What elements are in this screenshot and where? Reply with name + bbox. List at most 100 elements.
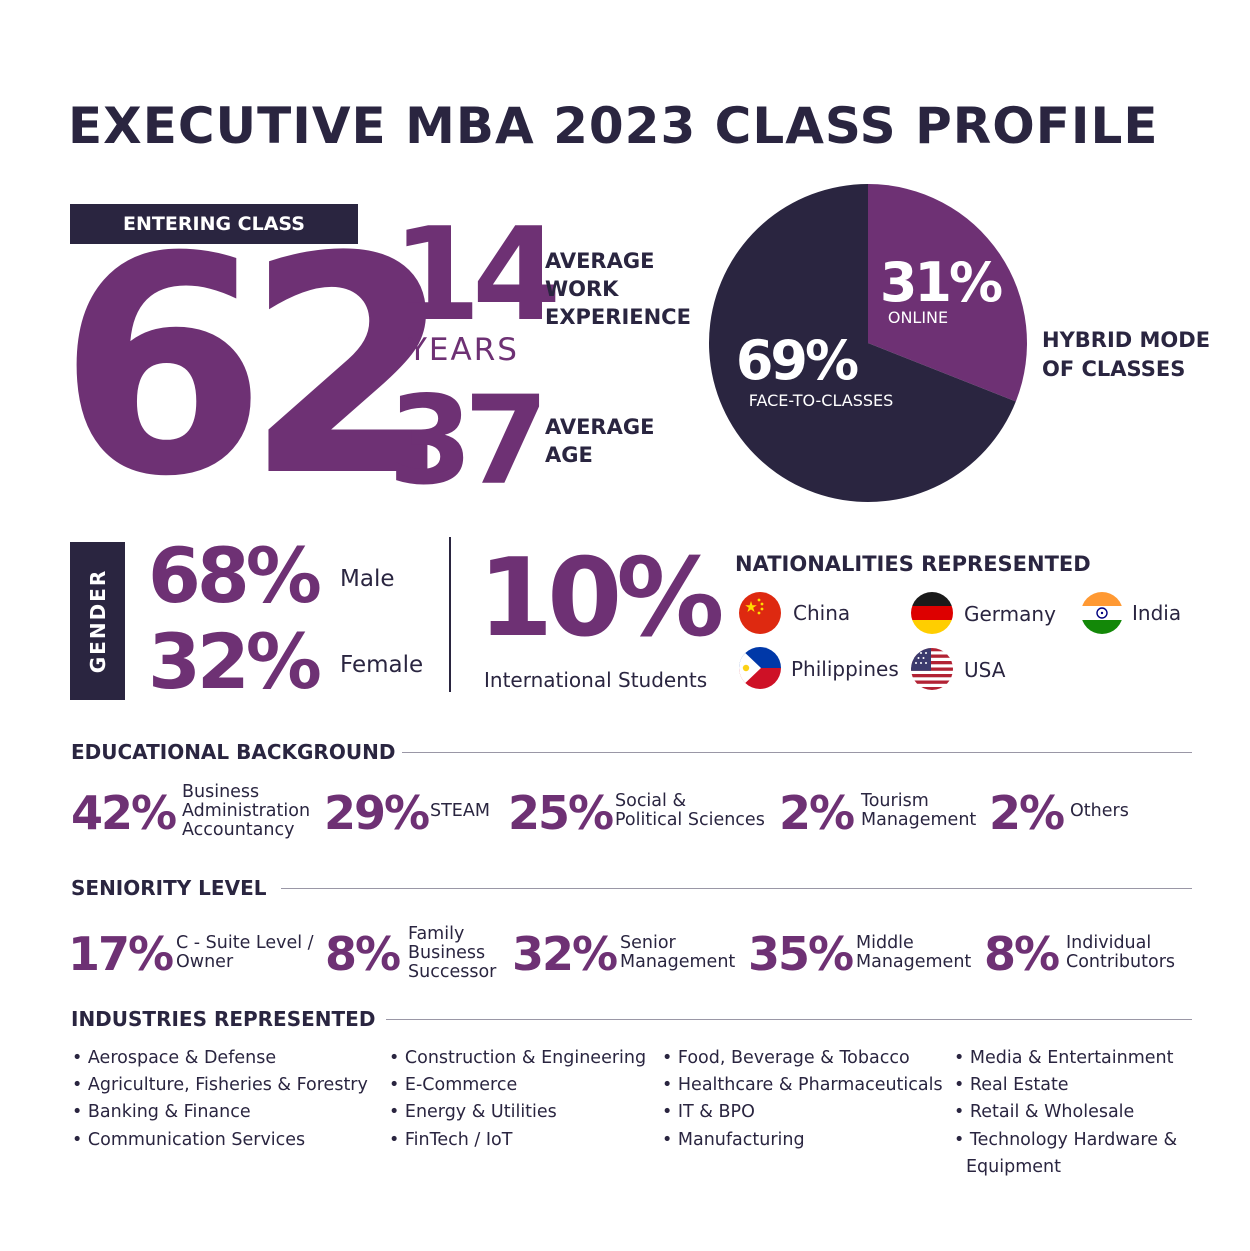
education-divider xyxy=(402,752,1192,753)
seniority-label-line: Management xyxy=(856,952,972,972)
pie-slice-face-to-classes xyxy=(709,184,1016,503)
industry-item: • Real Estate xyxy=(954,1075,1069,1096)
industry-item: • Agriculture, Fisheries & Forestry xyxy=(72,1075,368,1096)
average-age-label: AVERAGE AGE xyxy=(545,413,685,469)
industry-item: • E-Commerce xyxy=(389,1075,518,1096)
pie-pct-label: 31% xyxy=(880,251,1002,314)
usa-flag-icon xyxy=(911,648,953,690)
education-label-line: Administration xyxy=(182,801,311,821)
gender-male-pct: 68% xyxy=(148,531,322,620)
education-pct: 42% xyxy=(71,786,177,840)
seniority-label-line: Contributors xyxy=(1066,952,1176,972)
work-experience-label-line: WORK xyxy=(545,277,619,301)
education-label: Others xyxy=(1070,802,1129,821)
education-pct: 29% xyxy=(324,786,430,840)
hybrid-mode-label: HYBRID MODE OF CLASSES xyxy=(1042,326,1242,384)
gender-bar xyxy=(70,542,125,700)
philippines-flag-icon xyxy=(739,647,781,689)
average-age-label-line: AVERAGE xyxy=(545,415,655,439)
gender-male-label: Male xyxy=(340,566,395,592)
nationality-china: China xyxy=(793,601,851,625)
industry-item: • Technology Hardware & xyxy=(954,1129,1178,1150)
entering-class-label: ENTERING CLASS xyxy=(70,204,358,244)
industry-item: • Communication Services xyxy=(72,1129,306,1150)
industry-item: • IT & BPO xyxy=(662,1102,755,1123)
china-flag-icon xyxy=(739,592,781,634)
industry-item: • Food, Beverage & Tobacco xyxy=(662,1048,910,1068)
india-flag-icon xyxy=(1081,592,1123,634)
seniority-pct: 8% xyxy=(325,927,401,981)
pie-pct-label: 69% xyxy=(736,329,858,392)
pie-slice-online xyxy=(868,184,1027,402)
education-label-line: Tourism xyxy=(861,791,929,811)
industry-item: • Media & Entertainment xyxy=(954,1048,1174,1068)
education-label-line: Accountancy xyxy=(182,820,295,840)
seniority-pct: 32% xyxy=(512,927,618,981)
hybrid-mode-label-line: OF CLASSES xyxy=(1042,357,1186,381)
seniority-label-line: C - Suite Level / xyxy=(176,933,314,953)
industries-divider xyxy=(386,1019,1192,1020)
pie-slice-label: FACE-TO-CLASSES xyxy=(749,391,894,410)
hybrid-mode-label-line: HYBRID MODE xyxy=(1042,328,1211,352)
seniority-section-title: SENIORITY LEVEL xyxy=(71,876,267,900)
industry-item: • Energy & Utilities xyxy=(389,1102,557,1123)
industry-item: • Banking & Finance xyxy=(72,1102,251,1123)
hybrid-mode-pie-chart: 31%ONLINE 69%FACE-TO-CLASSES xyxy=(709,184,1027,503)
seniority-divider xyxy=(281,888,1192,889)
seniority-pct: 8% xyxy=(984,927,1060,981)
gender-female-pct: 32% xyxy=(148,617,322,706)
nationality-philippines: Philippines xyxy=(791,657,899,681)
education-pct: 2% xyxy=(989,786,1065,840)
seniority-label-line: Business xyxy=(408,943,486,963)
page-title: EXECUTIVE MBA 2023 CLASS PROFILE xyxy=(68,97,1159,155)
gender-female-label: Female xyxy=(340,652,424,678)
industry-item: • Retail & Wholesale xyxy=(954,1102,1135,1123)
industry-item: • Healthcare & Pharmaceuticals xyxy=(662,1075,943,1096)
education-label: Social & Political Sciences xyxy=(615,792,765,830)
nationalities-title: NATIONALITIES REPRESENTED xyxy=(735,552,1091,576)
industry-item-continuation: Equipment xyxy=(966,1156,1061,1177)
education-label-line: STEAM xyxy=(430,801,490,821)
seniority-pct: 17% xyxy=(68,927,174,981)
industry-item: • FinTech / IoT xyxy=(389,1129,513,1150)
international-students-label: International Students xyxy=(484,668,708,692)
seniority-label: Individual Contributors xyxy=(1066,934,1175,972)
seniority-label-line: Family xyxy=(408,924,465,944)
work-experience-label: AVERAGE WORK EXPERIENCE xyxy=(545,247,705,331)
industry-item: • Construction & Engineering xyxy=(389,1048,647,1068)
education-label-line: Political Sciences xyxy=(615,810,765,830)
international-students-pct: 10% xyxy=(478,536,725,661)
industries-section-title: INDUSTRIES REPRESENTED xyxy=(71,1007,376,1031)
work-experience-label-line: EXPERIENCE xyxy=(545,305,691,329)
seniority-label: Family Business Successor xyxy=(408,925,496,982)
nationality-india: India xyxy=(1132,601,1182,625)
industries-column: • Construction & Engineering • E-Commerc… xyxy=(389,1045,646,1154)
average-age-label-line: AGE xyxy=(545,443,593,467)
education-label: STEAM xyxy=(430,802,490,821)
seniority-label: Middle Management xyxy=(856,934,971,972)
seniority-label-line: Middle xyxy=(856,933,914,953)
industry-item: • Manufacturing xyxy=(662,1129,805,1150)
vertical-divider xyxy=(449,537,451,692)
education-pct: 25% xyxy=(508,786,614,840)
average-age-value: 37 xyxy=(388,370,549,512)
education-section-title: EDUCATIONAL BACKGROUND xyxy=(71,740,396,764)
seniority-label-line: Individual xyxy=(1066,933,1152,953)
pie-slice-label: ONLINE xyxy=(888,308,948,327)
seniority-label-line: Senior xyxy=(620,933,676,953)
education-label-line: Management xyxy=(861,810,977,830)
germany-flag-icon xyxy=(911,592,953,634)
education-pct: 2% xyxy=(779,786,855,840)
industries-column: • Aerospace & Defense • Agriculture, Fis… xyxy=(72,1045,368,1154)
entering-class-value: 62 xyxy=(58,193,454,542)
seniority-label-line: Successor xyxy=(408,962,497,982)
seniority-label: Senior Management xyxy=(620,934,735,972)
education-label-line: Others xyxy=(1070,801,1129,821)
industry-item: • Aerospace & Defense xyxy=(72,1048,277,1068)
nationality-germany: Germany xyxy=(964,602,1056,626)
seniority-pct: 35% xyxy=(748,927,854,981)
industries-column: • Media & Entertainment • Real Estate • … xyxy=(954,1045,1177,1181)
work-experience-value: 14 xyxy=(392,201,561,350)
seniority-label-line: Owner xyxy=(176,952,234,972)
education-label: Tourism Management xyxy=(861,792,976,830)
